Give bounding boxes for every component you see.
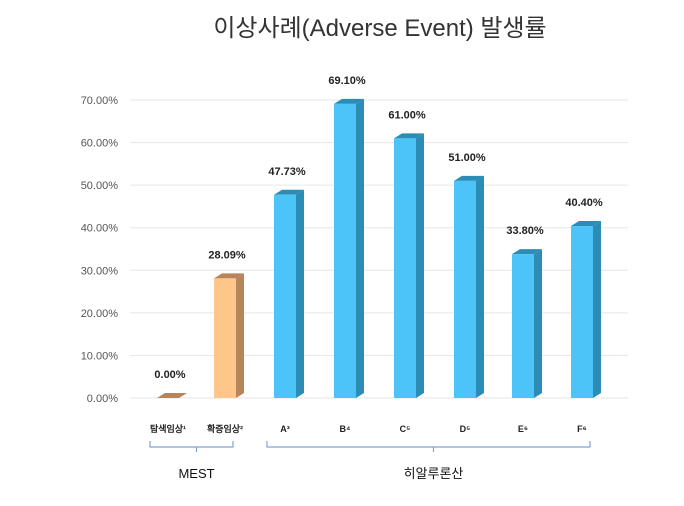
x-tick-label: F⁶ [577,424,587,434]
y-tick-label: 70.00% [81,95,119,107]
data-label: 40.40% [565,197,603,209]
bar-side [476,175,484,398]
y-tick-label: 40.00% [81,223,119,235]
data-label: 33.80% [506,225,544,237]
bar-top [512,249,542,255]
x-tick-label: 확증임상² [207,423,243,434]
bar-side [534,249,542,398]
y-tick-label: 20.00% [81,308,119,320]
data-label: 0.00% [154,369,185,381]
bar-side [296,189,304,398]
data-label: 69.10% [328,75,366,87]
data-label: 51.00% [448,152,486,164]
data-label: 61.00% [388,109,426,121]
bar-top [214,273,244,279]
group-bracket [149,441,234,452]
y-tick-label: 30.00% [81,265,119,277]
bar [454,180,476,398]
bar-side [416,133,424,399]
bar-top [571,221,601,227]
bar-top [454,175,484,181]
bar-top [274,189,304,195]
data-label: 47.73% [268,166,306,178]
y-tick-label: 60.00% [81,138,119,150]
data-label: 28.09% [208,249,246,261]
bar-side [236,273,244,398]
x-tick-label: E⁶ [518,424,528,434]
bar-side [356,98,364,399]
y-tick-label: 10.00% [81,350,119,362]
y-tick-label: 0.00% [87,393,118,405]
bar-top [394,133,424,139]
group-label: 히알루론산 [404,466,464,481]
y-tick-label: 50.00% [81,180,119,192]
x-tick-label: D⁵ [460,424,471,434]
bar [274,194,296,398]
bar [571,226,593,398]
bar [512,254,534,398]
bar-top [157,393,187,398]
bar [334,103,356,399]
x-tick-label: B⁴ [340,424,351,434]
bar-top [334,98,364,104]
group-label: MEST [178,466,214,481]
x-tick-label: C⁵ [400,424,411,434]
bar-side [593,221,601,398]
chart-title: 이상사례(Adverse Event) 발생률 [213,15,546,42]
x-tick-label: 탐색임상¹ [150,423,186,434]
bar [214,278,236,398]
bar [394,138,416,399]
x-tick-label: A³ [280,424,290,434]
group-bracket [266,441,591,452]
